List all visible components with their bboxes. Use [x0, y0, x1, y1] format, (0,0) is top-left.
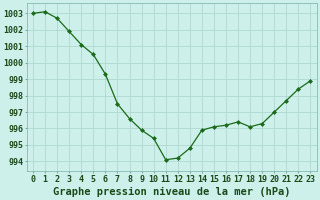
X-axis label: Graphe pression niveau de la mer (hPa): Graphe pression niveau de la mer (hPa): [53, 186, 291, 197]
